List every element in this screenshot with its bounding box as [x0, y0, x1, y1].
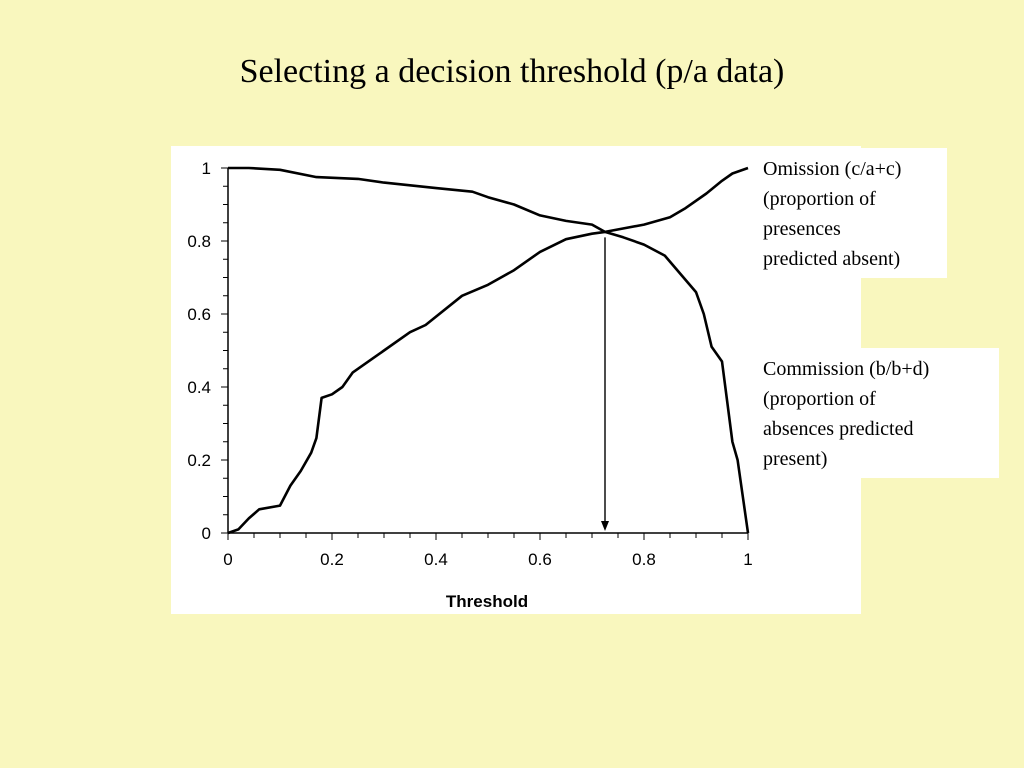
x-tick-label: 0.6	[528, 550, 552, 569]
omission-legend-line: (proportion of	[763, 188, 876, 210]
omission-legend-line: predicted absent)	[763, 248, 901, 270]
y-tick-label: 0.4	[187, 378, 211, 397]
commission-legend: Commission (b/b+d) (proportion of absenc…	[755, 348, 999, 478]
omission-legend-line: presences	[763, 218, 841, 240]
y-tick-label: 0	[202, 524, 211, 543]
threshold-arrow-head	[601, 521, 609, 531]
threshold-chart: 0 0.2 0.4 0.6 0.8 1 0 0.2 0.4 0.6 0.8 1 Threshold	[187, 159, 752, 611]
series-lines	[227, 166, 750, 535]
x-tick-label: 0.2	[320, 550, 344, 569]
x-tick-label: 1	[743, 550, 752, 569]
omission-legend-line: Omission (c/a+c)	[763, 158, 902, 180]
y-tick-label: 0.8	[187, 232, 211, 251]
omission-curve	[228, 166, 750, 534]
plot-panel: 0 0.2 0.4 0.6 0.8 1 0 0.2 0.4 0.6 0.8 1 Threshold	[171, 146, 861, 614]
commission-legend-line: present)	[763, 448, 828, 470]
x-tick-label: 0	[223, 550, 232, 569]
y-tick-label: 1	[202, 159, 211, 178]
x-tick-label: 0.8	[632, 550, 656, 569]
commission-legend-line: absences predicted	[763, 418, 914, 440]
commission-curve	[227, 166, 749, 535]
commission-legend-line: Commission (b/b+d)	[763, 358, 930, 380]
x-tick-label: 0.4	[424, 550, 448, 569]
slide-title: Selecting a decision threshold (p/a data…	[239, 53, 785, 90]
axes: 0 0.2 0.4 0.6 0.8 1 0 0.2 0.4 0.6 0.8 1	[187, 159, 752, 569]
omission-legend: Omission (c/a+c) (proportion of presence…	[755, 148, 947, 278]
commission-legend-line: (proportion of	[763, 388, 876, 410]
y-tick-label: 0.6	[187, 305, 211, 324]
y-tick-label: 0.2	[187, 451, 211, 470]
threshold-marker	[601, 237, 609, 531]
x-axis-title: Threshold	[446, 592, 528, 611]
